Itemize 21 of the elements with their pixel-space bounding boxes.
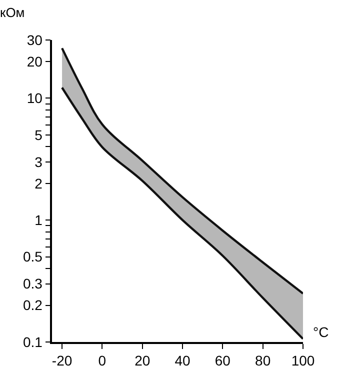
- y-tick-label: 1: [34, 212, 43, 228]
- y-tick-label: 2: [34, 175, 43, 192]
- y-tick-label: 0.2: [22, 297, 43, 314]
- line-series: [60, 47, 303, 295]
- y-tick-label: 30: [26, 32, 43, 48]
- y-tick-label: 0.5: [22, 248, 43, 265]
- x-tick-label: 40: [174, 352, 191, 369]
- y-axis-title: кОм: [0, 5, 25, 20]
- x-tick-label: -20: [52, 352, 72, 369]
- x-tick-label: 80: [255, 352, 271, 369]
- y-tick-label: 20: [26, 53, 43, 70]
- y-tick-label: 10: [26, 90, 43, 106]
- y-tick-label: 0.1: [22, 334, 43, 350]
- x-axis-title: °C: [313, 324, 329, 340]
- x-tick-label: 0: [98, 352, 106, 369]
- x-tick-label: 60: [214, 352, 231, 369]
- y-tick-label: 0.3: [22, 276, 43, 292]
- y-tick-label: 3: [34, 154, 43, 170]
- y-tick-label: 5: [34, 126, 43, 143]
- x-tick-label: 100: [291, 352, 315, 369]
- x-tick-label: 20: [134, 352, 150, 369]
